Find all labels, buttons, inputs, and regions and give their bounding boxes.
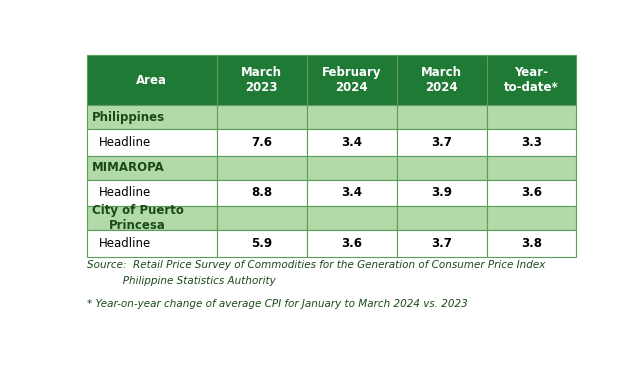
- Bar: [87, 180, 217, 206]
- Bar: [397, 105, 486, 129]
- Bar: [307, 180, 397, 206]
- Bar: [217, 129, 307, 156]
- Bar: [486, 180, 576, 206]
- Bar: [397, 55, 486, 105]
- Bar: [217, 55, 307, 105]
- Bar: [486, 206, 576, 230]
- Bar: [217, 105, 307, 129]
- Text: March
2023: March 2023: [242, 66, 282, 94]
- Text: 3.6: 3.6: [521, 186, 542, 199]
- Text: 3.7: 3.7: [431, 237, 452, 250]
- Text: Philippines: Philippines: [91, 111, 165, 124]
- Bar: [397, 156, 486, 180]
- Bar: [486, 129, 576, 156]
- Bar: [87, 55, 217, 105]
- Text: 7.6: 7.6: [251, 136, 272, 149]
- Bar: [397, 230, 486, 257]
- Bar: [486, 230, 576, 257]
- Bar: [486, 55, 576, 105]
- Text: March
2024: March 2024: [421, 66, 462, 94]
- Text: 3.6: 3.6: [341, 237, 362, 250]
- Bar: [486, 156, 576, 180]
- Bar: [87, 105, 217, 129]
- Bar: [397, 180, 486, 206]
- Text: February
2024: February 2024: [322, 66, 382, 94]
- Bar: [87, 156, 217, 180]
- Text: 3.4: 3.4: [341, 136, 362, 149]
- Bar: [217, 180, 307, 206]
- Bar: [307, 105, 397, 129]
- Text: 3.4: 3.4: [341, 186, 362, 199]
- Text: * Year-on-year change of average CPI for January to March 2024 vs. 2023: * Year-on-year change of average CPI for…: [87, 299, 467, 309]
- Bar: [87, 230, 217, 257]
- Text: Area: Area: [136, 74, 167, 87]
- Bar: [486, 105, 576, 129]
- Text: Source:  Retail Price Survey of Commodities for the Generation of Consumer Price: Source: Retail Price Survey of Commoditi…: [87, 260, 545, 270]
- Bar: [397, 206, 486, 230]
- Bar: [307, 55, 397, 105]
- Text: Year-
to-date*: Year- to-date*: [504, 66, 559, 94]
- Bar: [87, 206, 217, 230]
- Bar: [397, 129, 486, 156]
- Text: 3.7: 3.7: [431, 136, 452, 149]
- Bar: [87, 129, 217, 156]
- Bar: [307, 230, 397, 257]
- Bar: [217, 156, 307, 180]
- Bar: [307, 156, 397, 180]
- Bar: [217, 206, 307, 230]
- Text: Headline: Headline: [99, 136, 151, 149]
- Text: City of Puerto
Princesa: City of Puerto Princesa: [91, 204, 183, 232]
- Bar: [217, 230, 307, 257]
- Text: Philippine Statistics Authority: Philippine Statistics Authority: [87, 276, 275, 286]
- Text: 5.9: 5.9: [251, 237, 273, 250]
- Text: Headline: Headline: [99, 237, 151, 250]
- Text: Headline: Headline: [99, 186, 151, 199]
- Text: MIMAROPA: MIMAROPA: [91, 161, 164, 174]
- Bar: [307, 206, 397, 230]
- Text: 8.8: 8.8: [251, 186, 273, 199]
- Text: 3.8: 3.8: [521, 237, 542, 250]
- Text: 3.9: 3.9: [431, 186, 452, 199]
- Bar: [307, 129, 397, 156]
- Text: 3.3: 3.3: [521, 136, 542, 149]
